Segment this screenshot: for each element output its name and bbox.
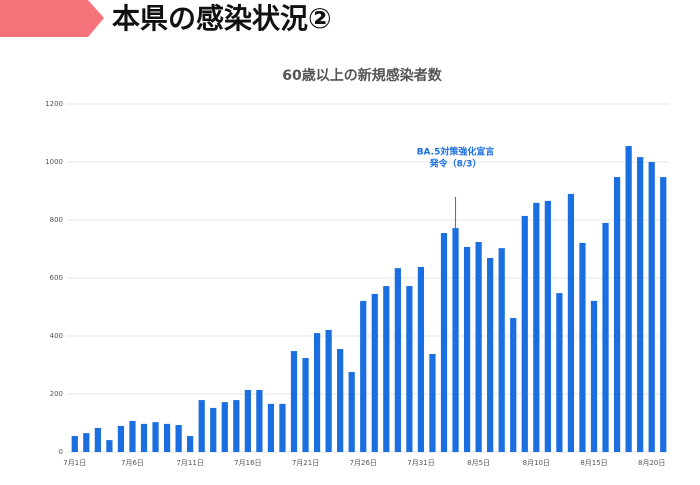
bar: [360, 300, 367, 452]
bar: [544, 200, 551, 452]
bar: [533, 202, 540, 452]
bar: [302, 358, 309, 452]
y-tick-label: 1000: [45, 158, 63, 166]
x-tick-label: 8月15日: [580, 459, 607, 467]
bar: [94, 427, 101, 452]
slide-title: 本県の感染状況②: [112, 2, 332, 35]
x-tick-label: 8月5日: [467, 459, 490, 467]
bar: [371, 293, 378, 452]
annotation-text: BA.5対策強化宣言: [417, 146, 495, 158]
y-tick-label: 600: [50, 274, 63, 282]
header-arrow: [0, 0, 104, 37]
bar: [163, 423, 171, 452]
bar: [567, 193, 575, 452]
bar: [290, 351, 298, 452]
y-tick-label: 0: [59, 448, 63, 456]
y-tick-label: 200: [50, 390, 63, 398]
bar: [487, 257, 494, 452]
bar: [429, 353, 436, 452]
x-tick-label: 7月1日: [63, 459, 86, 467]
bar: [625, 146, 632, 453]
bar: [210, 407, 217, 452]
bar: [106, 440, 113, 452]
x-tick-label: 7月26日: [350, 459, 377, 467]
bar: [579, 242, 586, 452]
bar: [140, 423, 148, 452]
chart-title: 60歳以上の新規感染者数: [282, 67, 442, 84]
bar: [129, 420, 136, 452]
bar: [463, 246, 471, 452]
x-tick-label: 8月10日: [523, 459, 550, 467]
bar: [660, 177, 667, 452]
bar: [233, 400, 240, 452]
bar: [510, 318, 517, 452]
x-tick-label: 7月16日: [234, 459, 261, 467]
bar: [244, 389, 251, 452]
bar: [648, 162, 655, 452]
bar: [117, 425, 125, 452]
bar: [83, 433, 90, 452]
bar: [337, 349, 344, 452]
bar: [187, 436, 194, 452]
bar: [279, 403, 286, 452]
bar: [383, 286, 390, 452]
bar: [175, 425, 182, 452]
bar: [602, 222, 609, 452]
annotation-text: 発令（8/3）: [429, 158, 482, 170]
bar: [590, 300, 598, 452]
bar: [417, 266, 425, 452]
bar: [498, 248, 505, 452]
x-tick-label: 7月6日: [121, 459, 144, 467]
bar: [637, 157, 644, 452]
bar: [152, 422, 159, 452]
bar: [71, 436, 78, 452]
x-tick-label: 7月21日: [292, 459, 319, 467]
bar: [267, 403, 275, 452]
bar: [325, 329, 332, 452]
bar: [198, 400, 205, 452]
x-tick-label: 8月20日: [638, 459, 665, 467]
x-tick-label: 7月31日: [407, 459, 434, 467]
bar: [521, 215, 528, 452]
bar: [556, 293, 563, 452]
bar: [221, 402, 228, 452]
y-tick-label: 400: [50, 332, 63, 340]
bar: [440, 233, 448, 452]
bar: [313, 333, 321, 452]
bar: [394, 268, 401, 452]
bar: [256, 389, 263, 452]
y-tick-label: 800: [50, 216, 63, 224]
x-tick-label: 7月11日: [176, 459, 203, 467]
bar: [406, 286, 413, 452]
bar: [475, 242, 482, 452]
bar: [348, 371, 355, 452]
y-tick-label: 1200: [45, 100, 63, 108]
bar: [613, 177, 621, 452]
